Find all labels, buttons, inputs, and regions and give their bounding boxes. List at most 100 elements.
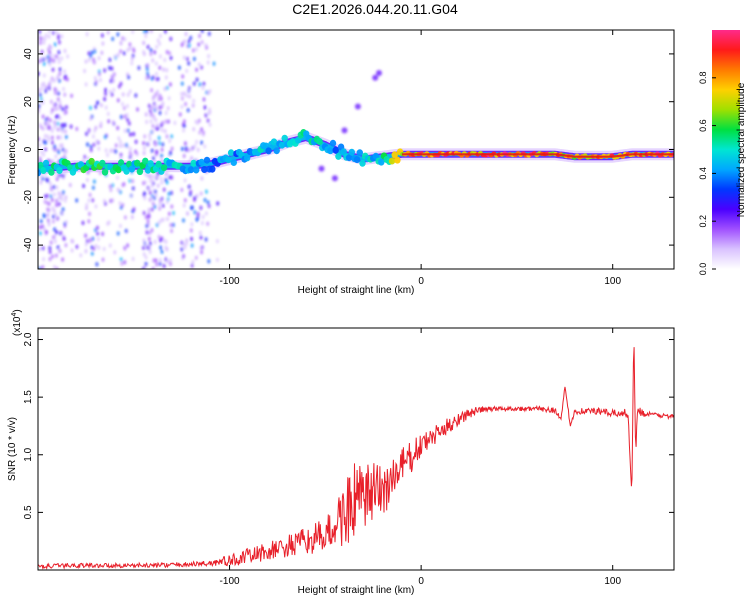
spectrogram-speckle (99, 121, 103, 126)
spectrogram-speckle (126, 128, 130, 133)
spectrogram-speckle (123, 37, 127, 42)
spectrogram-speckle (85, 202, 89, 208)
spectrogram-speckle (149, 119, 153, 124)
spectrogram-speckle (203, 197, 207, 203)
spectrogram-speckle (146, 62, 150, 68)
spectrogram-speckle (142, 245, 145, 251)
spectrogram-speckle (111, 198, 115, 203)
spectrogram-speckle (155, 149, 159, 154)
spectrogram-speckle (47, 34, 51, 39)
spectrogram-speckle (194, 119, 198, 125)
spectrogram-speckle (69, 124, 73, 129)
spectrogram-speckle (145, 230, 149, 235)
spectrogram-speckle (63, 69, 66, 74)
spectrogram-speckle (49, 194, 53, 199)
spectrogram-speckle (148, 230, 152, 235)
spectrogram-ridge-blob (38, 161, 44, 169)
spectrogram-speckle (185, 68, 189, 74)
spectrogram-speckle (131, 30, 135, 34)
spectrogram-speckle (108, 184, 112, 189)
spectrogram-speckle (157, 220, 161, 225)
spectrogram-speckle (89, 116, 93, 121)
spectrogram-speckle (53, 227, 57, 232)
spectrogram-speckle (94, 79, 98, 85)
spectrogram-speckle (119, 223, 122, 229)
spectrogram-speckle (96, 231, 100, 236)
spectrogram-speckle (64, 149, 68, 154)
spectrogram-speckle (116, 187, 120, 192)
spectrogram-speckle (155, 44, 159, 50)
spectrogram-speckle (127, 75, 131, 80)
spectrogram-speckle (180, 247, 184, 252)
spectrogram-speckle (180, 104, 184, 110)
spectrogram-speckle (198, 130, 202, 135)
spectrogram-ridge-blob (281, 134, 288, 142)
spectrogram-speckle (123, 260, 127, 265)
spectrogram-speckle (38, 59, 41, 64)
spectrogram-speckle (85, 32, 89, 37)
spectrogram-speckle (121, 182, 125, 188)
snr-x-tick-label: -100 (220, 576, 240, 587)
spectrogram-speckle (118, 143, 122, 149)
spectrogram-speckle (158, 65, 162, 71)
spectrogram-speckle (39, 57, 43, 62)
spectrogram-x-tick-label: -100 (220, 276, 240, 287)
spectrogram-speckle (180, 146, 184, 152)
spectrogram-speckle (41, 57, 45, 62)
spectrogram-speckle (41, 100, 45, 105)
spectrogram-speckle (207, 259, 211, 264)
spectrogram-excursion (331, 175, 338, 182)
spectrogram-y-tick-label: 20 (23, 96, 34, 108)
spectrogram-speckle (107, 119, 111, 124)
spectrogram-speckle (215, 257, 219, 263)
spectrogram-speckle (93, 60, 97, 65)
spectrogram-speckle (147, 187, 151, 192)
spectrogram-speckle (44, 230, 48, 235)
spectrogram-speckle (70, 248, 74, 253)
spectrogram-speckle (153, 103, 157, 108)
spectrogram-speckle (142, 266, 145, 269)
spectrogram-excursion (354, 103, 361, 110)
spectrogram-speckle (169, 261, 172, 267)
spectrogram-speckle (104, 148, 108, 153)
spectrogram-speckle (200, 250, 204, 255)
spectrogram-speckle (143, 191, 147, 196)
colorbar-gradient (712, 30, 740, 269)
spectrogram-speckle (96, 225, 99, 230)
spectrogram-speckle (173, 120, 177, 126)
spectrogram-speckle (89, 147, 93, 153)
spectrogram-y-tick-label: 40 (23, 48, 34, 60)
spectrogram-speckle (119, 40, 123, 45)
spectrogram-speckle (60, 211, 64, 216)
spectrogram-speckle (163, 30, 167, 34)
spectrogram-speckle (87, 57, 91, 63)
spectrogram-speckle (43, 213, 47, 219)
spectrogram-speckle (206, 60, 210, 65)
spectrogram-speckle (122, 51, 126, 56)
spectrogram-speckle (190, 156, 194, 161)
spectrogram-speckle (50, 140, 54, 145)
spectrogram-speckle (185, 241, 189, 246)
spectrogram-speckle (57, 191, 61, 196)
spectrogram-speckle (142, 141, 146, 146)
spectrogram-speckle (187, 147, 191, 153)
spectrogram-speckle (158, 257, 162, 263)
spectrogram-speckle (131, 178, 135, 184)
spectrogram-speckle (60, 34, 64, 39)
spectrogram-speckle (103, 198, 106, 204)
spectrogram-speckle (57, 78, 61, 83)
spectrogram-speckle (164, 172, 168, 177)
spectrogram-speckle (85, 131, 89, 136)
spectrogram-speckle (203, 105, 207, 110)
spectrogram-speckle (123, 128, 127, 134)
spectrogram-speckle (98, 72, 101, 77)
spectrogram-speckle (148, 241, 152, 246)
spectrogram-speckle (170, 134, 174, 139)
spectrogram-speckle (110, 92, 114, 97)
spectrogram-ridge-blob (209, 165, 216, 173)
spectrogram-speckle (52, 192, 56, 197)
spectrogram-speckle (44, 88, 48, 94)
spectrogram-speckle (53, 265, 56, 269)
spectrogram-speckle (157, 94, 161, 99)
spectrogram-speckle (54, 253, 58, 258)
